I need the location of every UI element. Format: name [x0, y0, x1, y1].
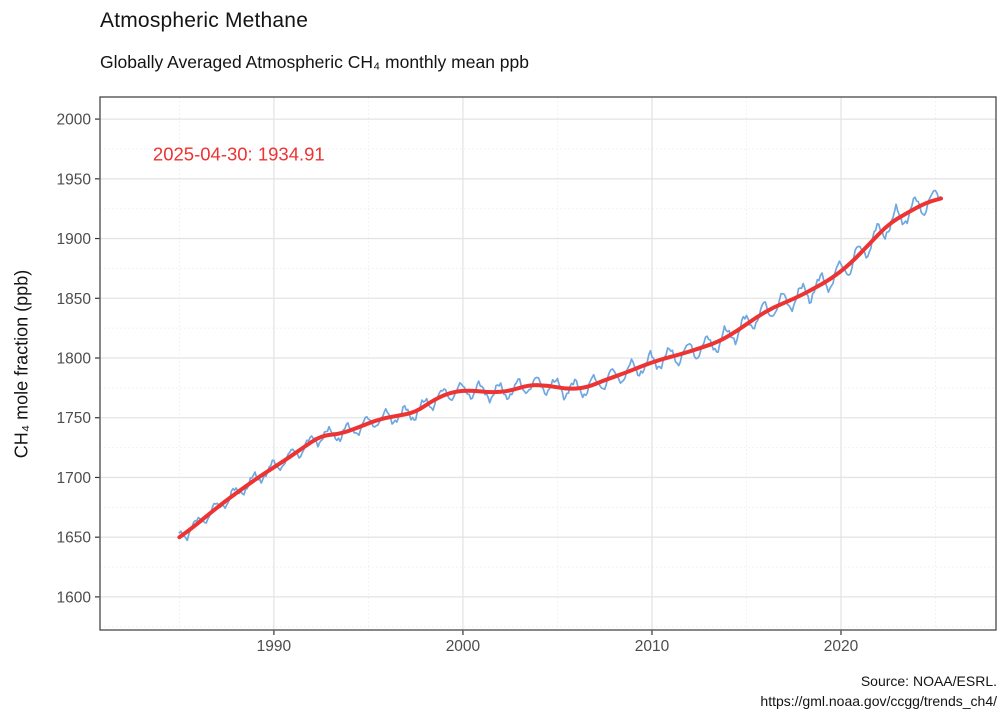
x-tick-label: 1990 — [257, 638, 292, 655]
y-tick-label: 1950 — [57, 171, 92, 188]
source-caption: Source: NOAA/ESRL. https://gml.noaa.gov/… — [760, 671, 997, 711]
x-tick-label: 2000 — [446, 638, 481, 655]
trend-series-line — [177, 196, 943, 540]
y-tick-label: 1600 — [57, 589, 92, 606]
y-tick-label: 1850 — [57, 291, 92, 308]
chart-title: Atmospheric Methane — [100, 9, 309, 32]
panel-background — [100, 97, 996, 630]
y-tick-label: 1700 — [57, 470, 92, 487]
y-tick-label: 1900 — [57, 231, 92, 248]
y-tick-label: 1750 — [57, 410, 92, 427]
annotation-last-value: 2025-04-30: 1934.91 — [153, 143, 325, 164]
y-tick-label: 1800 — [57, 351, 92, 368]
caption-url-line: https://gml.noaa.gov/ccgg/trends_ch4/ — [760, 693, 997, 709]
y-tick-label: 1650 — [57, 530, 92, 547]
chart-subtitle: Globally Averaged Atmospheric CH₄ monthl… — [100, 52, 529, 72]
x-tick-label: 2010 — [635, 638, 670, 655]
panel-border — [99, 96, 997, 631]
x-tick-label: 2020 — [824, 638, 859, 655]
caption-source-line: Source: NOAA/ESRL. — [860, 673, 997, 689]
y-tick-label: 2000 — [57, 112, 92, 129]
